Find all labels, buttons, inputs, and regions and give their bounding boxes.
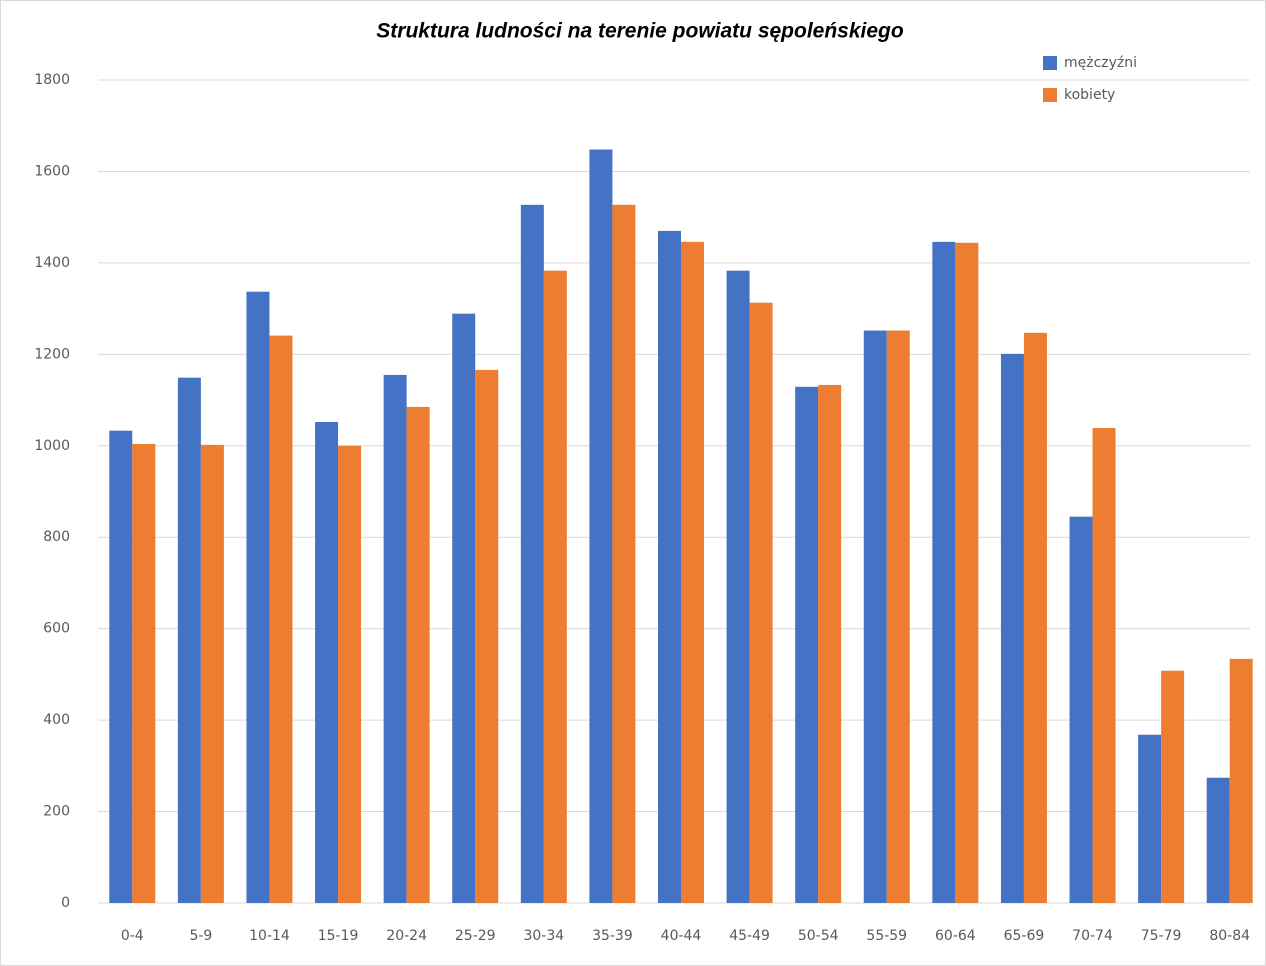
x-tick-label: 55-59 [866, 928, 907, 944]
bar [315, 422, 339, 903]
y-tick-label: 1400 [34, 255, 70, 271]
x-tick-label: 35-39 [592, 928, 633, 944]
bar [543, 270, 567, 904]
x-tick-label: 25-29 [455, 928, 496, 944]
x-tick-label: 0-4 [121, 928, 144, 944]
bar [932, 241, 956, 903]
y-tick-label: 0 [61, 895, 70, 911]
bar [1138, 734, 1162, 903]
bar [818, 384, 842, 903]
bar [1229, 658, 1253, 903]
bar [658, 230, 681, 904]
bar [749, 302, 773, 903]
bar [109, 430, 133, 903]
bar [955, 242, 979, 903]
bar [246, 291, 270, 904]
bar [383, 374, 407, 903]
y-tick-label: 1600 [34, 163, 70, 179]
x-tick-label: 65-69 [1004, 928, 1045, 944]
bar [132, 443, 156, 903]
x-tick-label: 20-24 [386, 928, 427, 944]
legend-label: mężczyźni [1064, 55, 1137, 71]
x-tick-label: 30-34 [523, 928, 564, 944]
x-tick-label: 80-84 [1209, 928, 1250, 944]
bar [1000, 353, 1024, 903]
bar [338, 445, 362, 903]
y-tick-label: 1200 [34, 346, 70, 362]
bar [1069, 516, 1093, 903]
bar [1023, 332, 1047, 904]
y-tick-label: 800 [43, 529, 70, 545]
bar [589, 149, 613, 903]
bar [681, 241, 704, 903]
y-tick-label: 1800 [34, 72, 70, 88]
y-tick-label: 600 [43, 621, 70, 637]
bar [1161, 670, 1185, 903]
bar [795, 386, 819, 903]
bar [200, 444, 224, 903]
x-tick-label: 75-79 [1141, 928, 1182, 944]
bar [612, 204, 636, 904]
bar [475, 369, 499, 903]
x-tick-label: 45-49 [729, 928, 770, 944]
x-tick-label: 50-54 [798, 928, 839, 944]
chart-title: Struktura ludności na terenie powiatu sę… [376, 20, 904, 43]
y-tick-label: 1000 [34, 438, 70, 454]
x-tick-label: 15-19 [318, 928, 359, 944]
legend-label: kobiety [1064, 87, 1115, 103]
x-tick-label: 5-9 [189, 928, 212, 944]
y-tick-label: 400 [43, 712, 70, 728]
bar [863, 330, 887, 904]
x-tick-label: 10-14 [249, 928, 290, 944]
bar [520, 204, 544, 904]
bar [886, 330, 910, 904]
bar [452, 313, 476, 903]
y-tick-label: 200 [43, 804, 70, 820]
bar [726, 270, 750, 904]
legend-swatch [1043, 56, 1057, 70]
legend-swatch [1043, 88, 1057, 102]
bar [1092, 427, 1116, 903]
bar [406, 406, 430, 903]
x-tick-label: 60-64 [935, 928, 976, 944]
x-tick-label: 40-44 [661, 928, 702, 944]
x-tick-label: 70-74 [1072, 928, 1113, 944]
bar [1206, 777, 1230, 903]
bar [177, 377, 201, 903]
bar [269, 335, 293, 903]
